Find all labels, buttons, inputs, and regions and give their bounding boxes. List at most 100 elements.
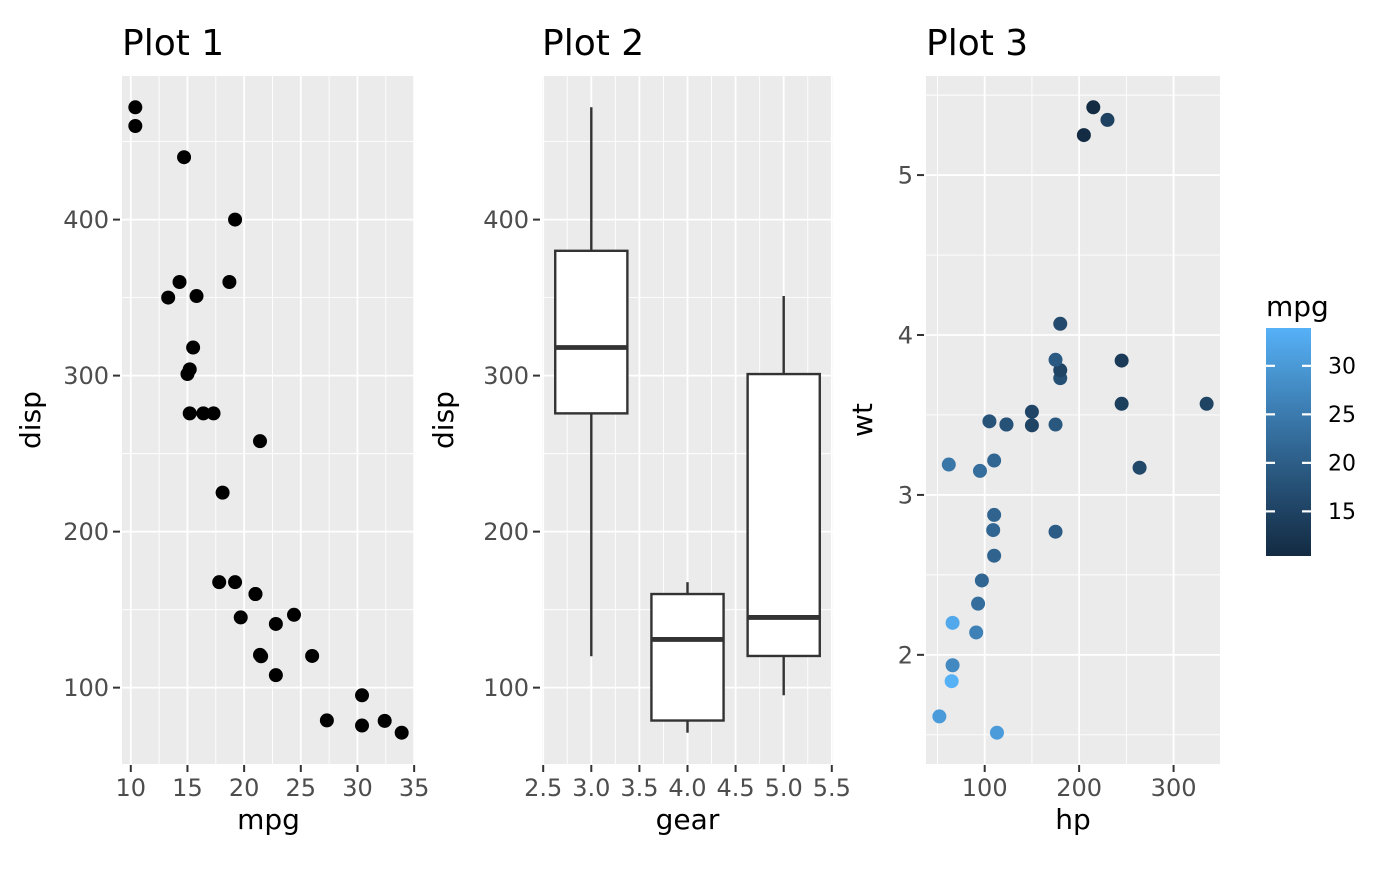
data-point	[1132, 460, 1147, 475]
gridlines	[122, 76, 416, 764]
x-axis-title: gear	[656, 803, 720, 836]
plot-title: Plot 2	[542, 23, 644, 64]
x-tick-label: 3.0	[572, 774, 610, 802]
data-point	[1076, 128, 1091, 143]
data-point	[941, 457, 956, 472]
plot-1: 10 15 20 25 30 35 100 200 300 400 mpg disp Plot 1	[14, 23, 429, 836]
legend-tick-label: 25	[1328, 403, 1356, 428]
y-axis-title: disp	[427, 391, 460, 449]
points-layer	[128, 100, 409, 740]
x-tick-label: 25	[286, 774, 317, 802]
box	[554, 249, 629, 415]
data-point	[268, 668, 283, 683]
x-tick-label: 20	[229, 774, 260, 802]
data-point	[1024, 418, 1039, 433]
points-layer	[932, 100, 1214, 740]
x-tick-label: 15	[172, 774, 203, 802]
y-axis-title: wt	[846, 403, 879, 437]
x-tick-label: 5.5	[813, 774, 851, 802]
x-tick-label: 2.5	[524, 774, 562, 802]
data-point	[987, 548, 1002, 563]
x-axis-title: hp	[1055, 803, 1091, 836]
data-point	[999, 417, 1014, 432]
data-point	[206, 406, 221, 421]
plot-3: 100 200 300 2 3 4 5 hp wt Plot 3	[846, 23, 1220, 836]
x-tick-label: 4.0	[668, 774, 706, 802]
data-point	[982, 414, 997, 429]
data-point	[1114, 396, 1129, 411]
y-tick-label: 200	[483, 518, 529, 546]
boxes-layer	[554, 107, 821, 733]
plot-panel	[122, 76, 415, 764]
data-point	[355, 688, 370, 703]
data-point	[1024, 404, 1039, 419]
x-axis-title: mpg	[237, 803, 300, 836]
x-tick-label: 3.5	[620, 774, 658, 802]
x-tick-label: 300	[1151, 774, 1197, 802]
x-tick-label: 100	[962, 774, 1008, 802]
data-point	[1053, 363, 1068, 378]
data-point	[180, 367, 195, 382]
y-tick-label: 300	[483, 362, 529, 390]
data-point	[971, 596, 986, 611]
data-point	[128, 118, 143, 133]
data-point	[987, 507, 1002, 522]
axes: 2.5 3.0 3.5 4.0 4.5 5.0 5.5 100 200 300 400	[483, 206, 851, 802]
data-point	[1048, 417, 1063, 432]
legend: mpg 30 25 20 15	[1266, 290, 1356, 556]
data-point	[128, 100, 143, 115]
data-point	[986, 523, 1001, 538]
data-point	[228, 212, 243, 227]
data-point	[196, 406, 211, 421]
data-point	[1100, 112, 1115, 127]
y-tick-label: 300	[63, 362, 109, 390]
y-tick-label: 400	[483, 206, 529, 234]
data-point	[212, 575, 227, 590]
data-point	[186, 340, 201, 355]
data-point	[233, 610, 248, 625]
x-tick-label: 35	[399, 774, 430, 802]
data-point	[305, 648, 320, 663]
data-point	[974, 573, 989, 588]
data-point	[161, 290, 176, 305]
box	[746, 372, 821, 658]
y-tick-label: 5	[898, 162, 913, 190]
data-point	[1048, 524, 1063, 539]
plot-title: Plot 3	[926, 23, 1028, 64]
data-point	[987, 453, 1002, 468]
data-point	[252, 647, 267, 662]
y-tick-label: 100	[63, 674, 109, 702]
y-axis-title: disp	[14, 391, 47, 449]
data-point	[215, 485, 230, 500]
legend-title: mpg	[1266, 290, 1329, 323]
data-point	[182, 406, 197, 421]
data-point	[1199, 396, 1214, 411]
x-tick-label: 5.0	[765, 774, 803, 802]
y-tick-label: 100	[483, 674, 529, 702]
plot-title: Plot 1	[122, 23, 224, 64]
data-point	[248, 587, 263, 602]
box	[650, 592, 725, 722]
data-point	[394, 725, 409, 740]
data-point	[268, 616, 283, 631]
data-point	[287, 607, 302, 622]
data-point	[1114, 353, 1129, 368]
data-point	[1048, 352, 1063, 367]
x-tick-label: 30	[342, 774, 373, 802]
data-point	[377, 713, 392, 728]
legend-tick-label: 15	[1328, 500, 1356, 525]
data-point	[989, 725, 1004, 740]
y-tick-label: 2	[898, 641, 913, 669]
legend-tick-label: 30	[1328, 354, 1356, 379]
y-tick-label: 4	[898, 322, 913, 350]
x-tick-label: 200	[1056, 774, 1102, 802]
data-point	[972, 463, 987, 478]
plot-panel	[926, 76, 1220, 764]
plot-2: 2.5 3.0 3.5 4.0 4.5 5.0 5.5 100 200 300 400 gear dis…	[427, 23, 851, 836]
data-point	[177, 150, 192, 165]
data-point	[189, 289, 204, 304]
y-tick-label: 3	[898, 481, 913, 509]
axes: 10 15 20 25 30 35 100 200 300 400	[63, 206, 429, 802]
